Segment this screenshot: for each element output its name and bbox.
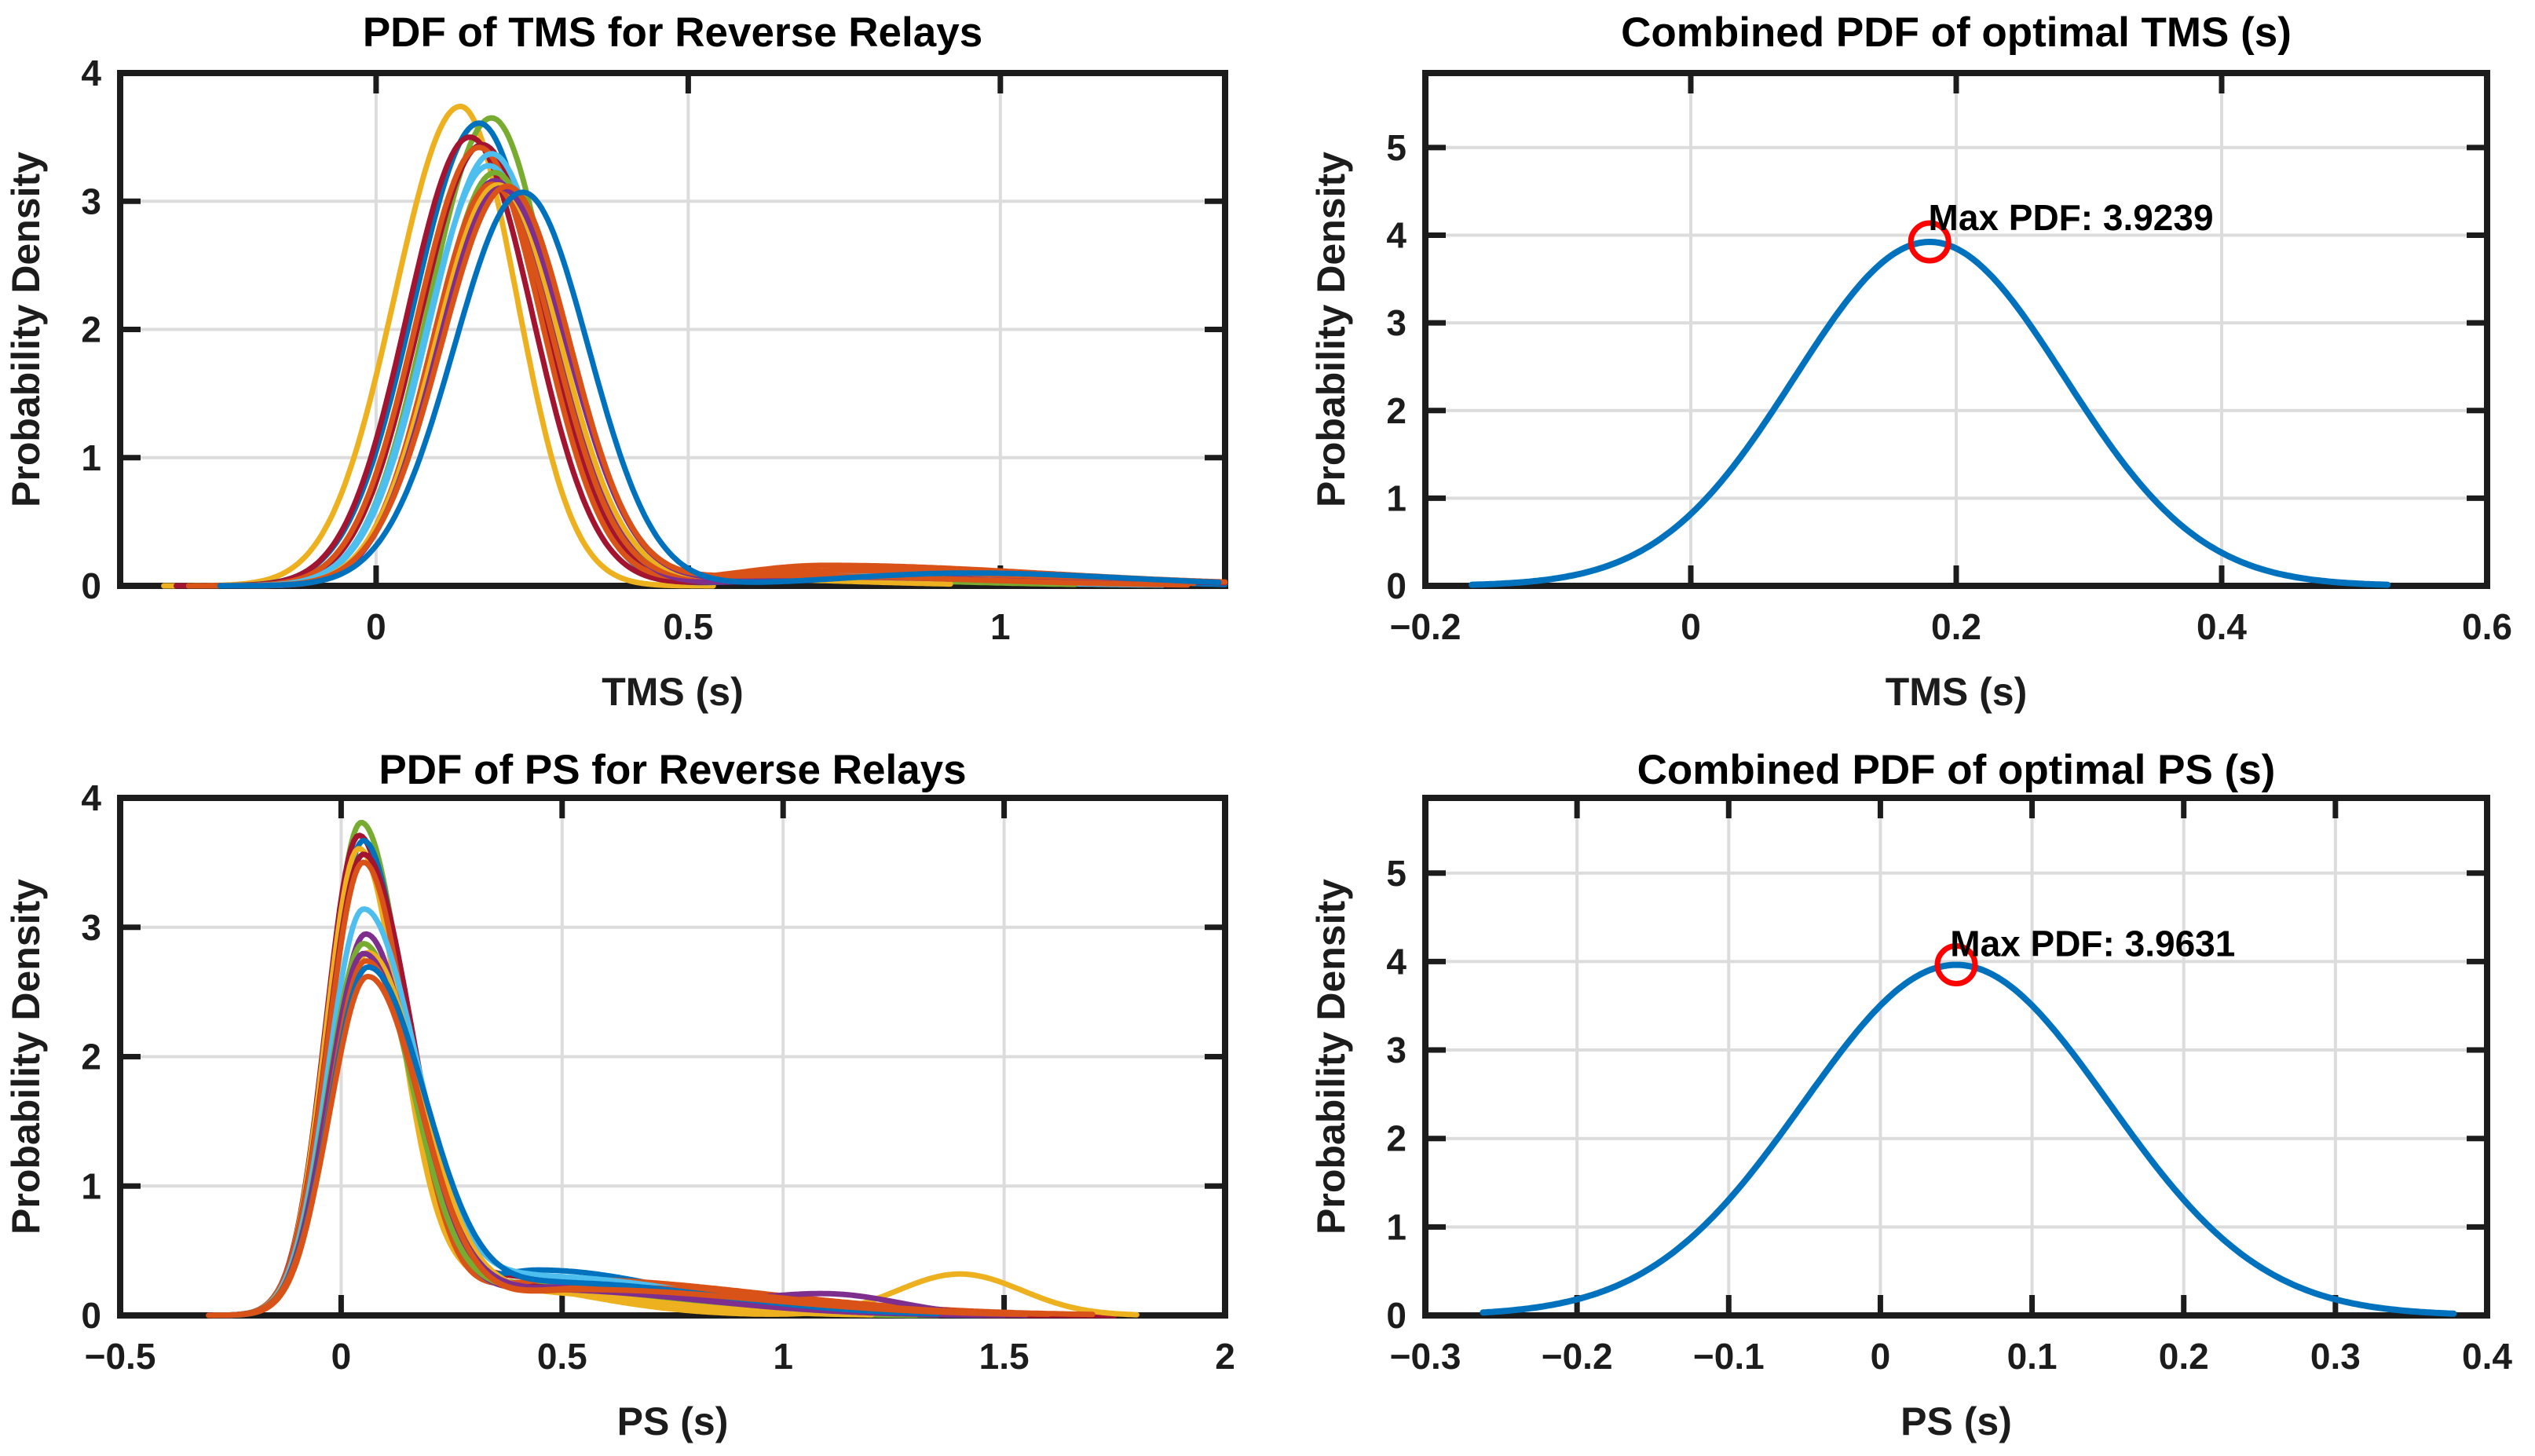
x-tick-label: 1.5: [979, 1336, 1030, 1377]
y-axis-label: Probability Density: [1309, 879, 1353, 1235]
y-tick-label: 5: [1386, 853, 1407, 894]
y-tick-label: 3: [81, 181, 101, 221]
x-tick-label: 0: [1871, 1336, 1891, 1377]
x-axis-label: TMS (s): [602, 670, 744, 714]
max-pdf-marker-circle: [1934, 943, 1978, 987]
x-tick-label: −0.2: [1390, 606, 1461, 647]
plot-title: Combined PDF of optimal PS (s): [1637, 747, 2276, 793]
x-tick-label: 0.5: [537, 1336, 587, 1377]
x-tick-label: 0.6: [2462, 606, 2512, 647]
y-tick-label: 1: [1386, 1206, 1407, 1247]
y-tick-label: 4: [1386, 941, 1407, 982]
series-combined-pdf-tms: [1469, 239, 2391, 588]
y-tick-label: 2: [81, 1037, 101, 1077]
x-tick-label: 0.4: [2462, 1336, 2512, 1377]
y-tick-label: 4: [81, 53, 101, 93]
max-pdf-annotation: Max PDF: 3.9239: [1929, 197, 2214, 238]
y-tick-label: 0: [81, 1295, 101, 1336]
plot-title: PDF of PS for Reverse Relays: [379, 747, 967, 793]
x-tick-label: 0: [331, 1336, 352, 1377]
x-tick-label: 0.4: [2197, 606, 2247, 647]
y-tick-label: 3: [81, 907, 101, 948]
x-tick-label: 0: [1681, 606, 1701, 647]
series-relay-15: [217, 189, 1222, 589]
max-pdf-marker-circle: [1908, 220, 1952, 264]
y-tick-label: 0: [81, 565, 101, 606]
plot-canvas-pdf-tms: 0 0.5 1 0 1 2 3 4 TMS (s) Probability Density: [4, 53, 1228, 714]
y-tick-label: 1: [81, 437, 101, 478]
y-tick-label: 1: [81, 1165, 101, 1206]
x-tick-label: 0.2: [1931, 606, 1981, 647]
y-tick-label: 2: [81, 309, 101, 350]
x-tick-label: 1: [990, 606, 1011, 647]
series-relay-14: [210, 973, 1030, 1319]
series-relay-14: [185, 183, 1191, 589]
plot-background: [1425, 798, 2487, 1315]
y-axis-label: Probability Density: [4, 879, 48, 1235]
x-axis-label: PS (s): [1900, 1399, 2012, 1443]
x-tick-label: 0.3: [2310, 1336, 2361, 1377]
x-tick-label: 1: [773, 1336, 793, 1377]
y-tick-label: 2: [1386, 390, 1407, 431]
subplot-pdf-ps-relays: PDF of PS for Reverse Relays −0.5 0 0.5 1 1.…: [0, 728, 1268, 1456]
y-axis-label: Probability Density: [4, 152, 48, 507]
plot-canvas-combined-ps: Max PDF: 3.9631 −0.3 −0.2 −0.1 0 0.1 0.2 0.3 0.4…: [1309, 795, 2512, 1443]
y-tick-label: 0: [1386, 565, 1407, 606]
y-tick-label: 3: [1386, 1030, 1407, 1070]
y-tick-label: 0: [1386, 1295, 1407, 1336]
max-pdf-annotation: Max PDF: 3.9631: [1950, 924, 2235, 964]
x-tick-label: 0: [366, 606, 386, 647]
subplot-combined-pdf-tms: Combined PDF of optimal TMS (s) Max PDF:…: [1268, 0, 2535, 728]
x-tick-label: 0.2: [2159, 1336, 2209, 1377]
subplot-pdf-tms-relays: PDF of TMS for Reverse Relays 0 0.5 1 0 1 2 3 4…: [0, 0, 1268, 728]
y-tick-label: 4: [1386, 215, 1407, 256]
x-axis-label: TMS (s): [1886, 670, 2028, 714]
x-tick-label: −0.2: [1542, 1336, 1613, 1377]
y-tick-label: 1: [1386, 477, 1407, 518]
x-tick-label: −0.1: [1693, 1336, 1765, 1377]
y-tick-label: 4: [81, 777, 101, 818]
plot-title: PDF of TMS for Reverse Relays: [362, 9, 983, 56]
x-axis-label: PS (s): [617, 1399, 729, 1443]
y-tick-label: 3: [1386, 302, 1407, 343]
axes-frame: [1422, 795, 2490, 1319]
series-combined-pdf-ps: [1480, 961, 2457, 1317]
x-tick-label: 0.5: [663, 606, 713, 647]
x-tick-label: −0.3: [1390, 1336, 1461, 1377]
plot-title: Combined PDF of optimal TMS (s): [1621, 9, 2292, 56]
subplot-combined-pdf-ps: Combined PDF of optimal PS (s) Max PDF: …: [1268, 728, 2535, 1456]
x-tick-label: 0.1: [2007, 1336, 2058, 1377]
x-tick-label: 2: [1215, 1336, 1235, 1377]
y-axis-label: Probability Density: [1309, 152, 1353, 507]
x-tick-label: −0.5: [85, 1336, 156, 1377]
y-tick-label: 5: [1386, 127, 1407, 168]
y-tick-label: 2: [1386, 1118, 1407, 1159]
